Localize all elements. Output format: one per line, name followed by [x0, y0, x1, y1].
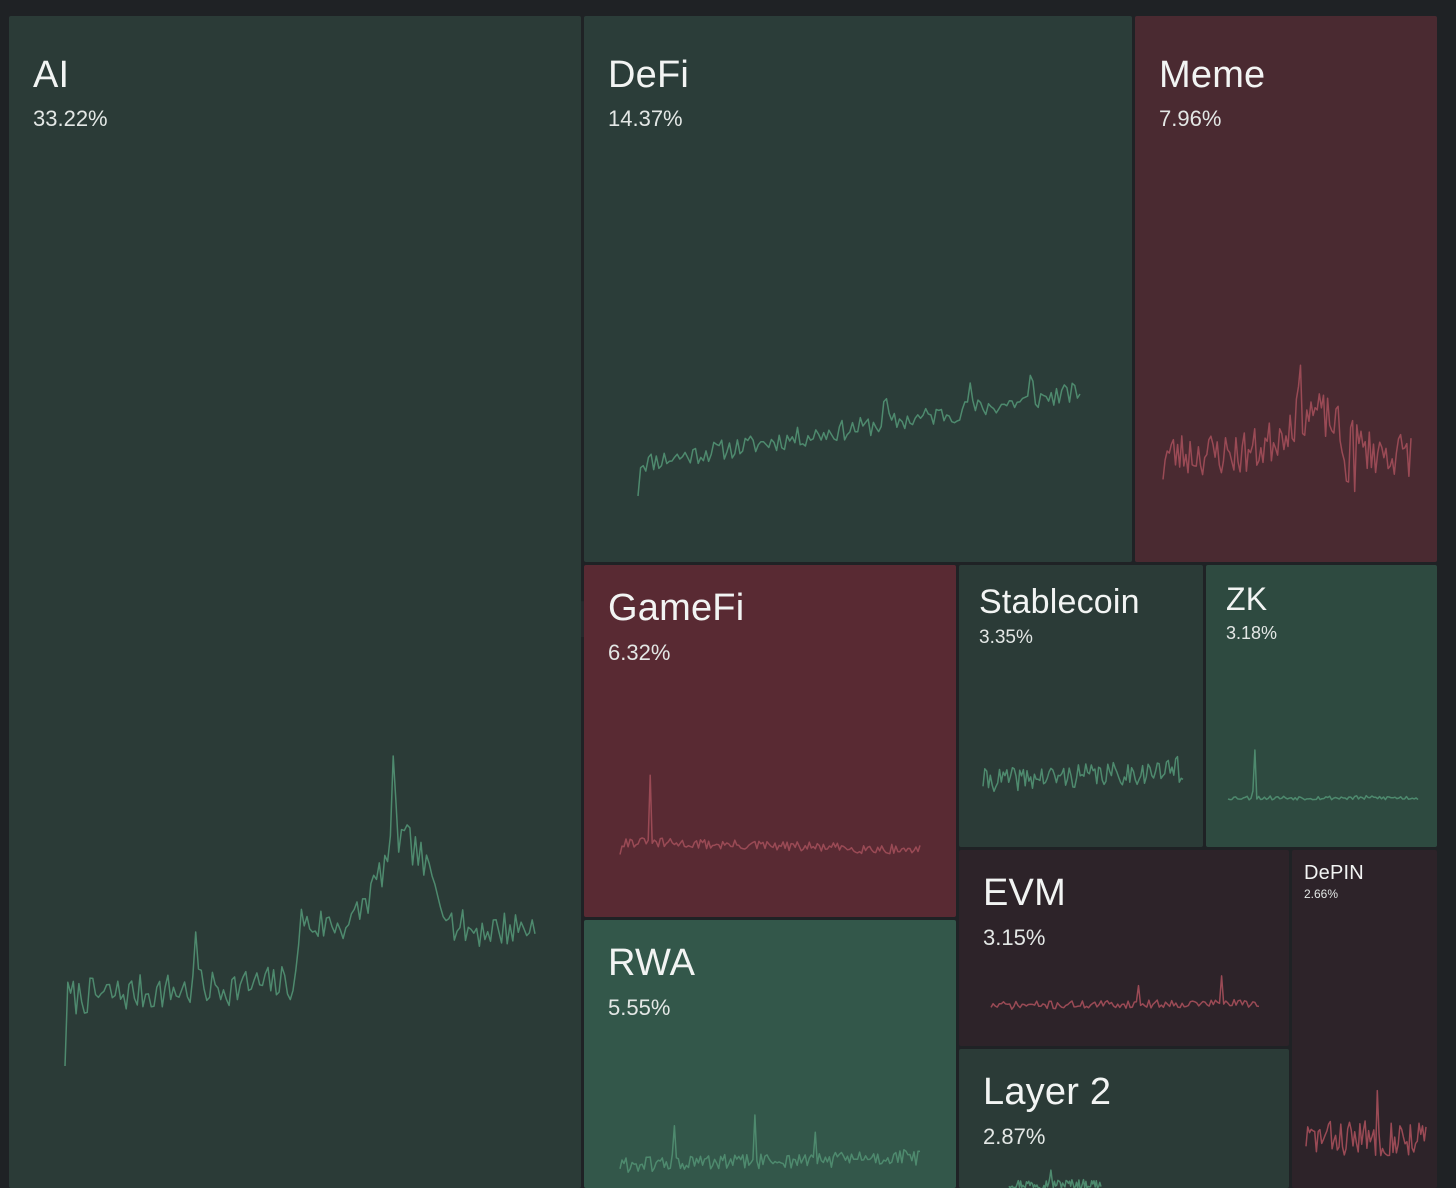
- tile-label: DePIN: [1304, 862, 1364, 884]
- tile-label: AI: [33, 54, 70, 96]
- tile-stablecoin[interactable]: Stablecoin 3.35%: [959, 565, 1203, 847]
- tile-depin[interactable]: DePIN 2.66%: [1292, 850, 1437, 1188]
- tile-layer2[interactable]: Layer 2 2.87%: [959, 1049, 1289, 1188]
- tile-value: 6.32%: [608, 640, 671, 665]
- sparkline-path: [1305, 1089, 1427, 1157]
- tile-value: 3.35%: [979, 627, 1033, 648]
- sparkline-meme: [1162, 364, 1412, 493]
- sparkline-path: [64, 755, 536, 1067]
- tile-ai[interactable]: AI 33.22%: [9, 16, 581, 1188]
- sparkline-path: [637, 374, 1081, 497]
- sparkline-path: [1227, 749, 1419, 801]
- tile-label: GameFi: [608, 587, 745, 629]
- sparkline-gamefi: [619, 774, 921, 855]
- tile-value: 2.87%: [983, 1124, 1046, 1149]
- tile-defi[interactable]: DeFi 14.37%: [584, 16, 1132, 562]
- tile-value: 5.55%: [608, 995, 671, 1020]
- tile-label: DeFi: [608, 54, 690, 96]
- sparkline-zk: [1227, 749, 1419, 801]
- sparkline-layer2: [1008, 1169, 1102, 1188]
- tile-value: 7.96%: [1159, 106, 1222, 131]
- tile-label: Meme: [1159, 54, 1266, 96]
- tile-evm[interactable]: EVM 3.15%: [959, 850, 1289, 1046]
- sparkline-path: [1162, 364, 1412, 493]
- tile-value: 3.15%: [983, 925, 1046, 950]
- sparkline-defi: [637, 374, 1081, 497]
- sparkline-ai: [64, 755, 536, 1067]
- tile-value: 3.18%: [1226, 623, 1278, 643]
- sparkline-stablecoin: [982, 755, 1184, 793]
- sparkline-path: [619, 774, 921, 855]
- sparkline-path: [982, 755, 1184, 793]
- sparkline-path: [1008, 1169, 1102, 1188]
- tile-rwa[interactable]: RWA 5.55%: [584, 920, 956, 1188]
- tile-value: 14.37%: [608, 106, 683, 131]
- tile-meme[interactable]: Meme 7.96%: [1135, 16, 1437, 562]
- tile-value: 2.66%: [1304, 887, 1339, 901]
- sparkline-depin: [1305, 1089, 1427, 1157]
- tile-label: RWA: [608, 942, 696, 984]
- sparkline-path: [619, 1114, 921, 1173]
- tile-gamefi[interactable]: GameFi 6.32%: [584, 565, 956, 917]
- tile-label: Layer 2: [983, 1071, 1112, 1113]
- sparkline-path: [990, 975, 1260, 1010]
- tile-label: ZK: [1226, 581, 1268, 617]
- sparkline-rwa: [619, 1114, 921, 1173]
- sparkline-evm: [990, 975, 1260, 1010]
- tile-value: 33.22%: [33, 106, 108, 131]
- tile-zk[interactable]: ZK 3.18%: [1206, 565, 1437, 847]
- tile-label: Stablecoin: [979, 583, 1140, 621]
- tile-label: EVM: [983, 872, 1066, 914]
